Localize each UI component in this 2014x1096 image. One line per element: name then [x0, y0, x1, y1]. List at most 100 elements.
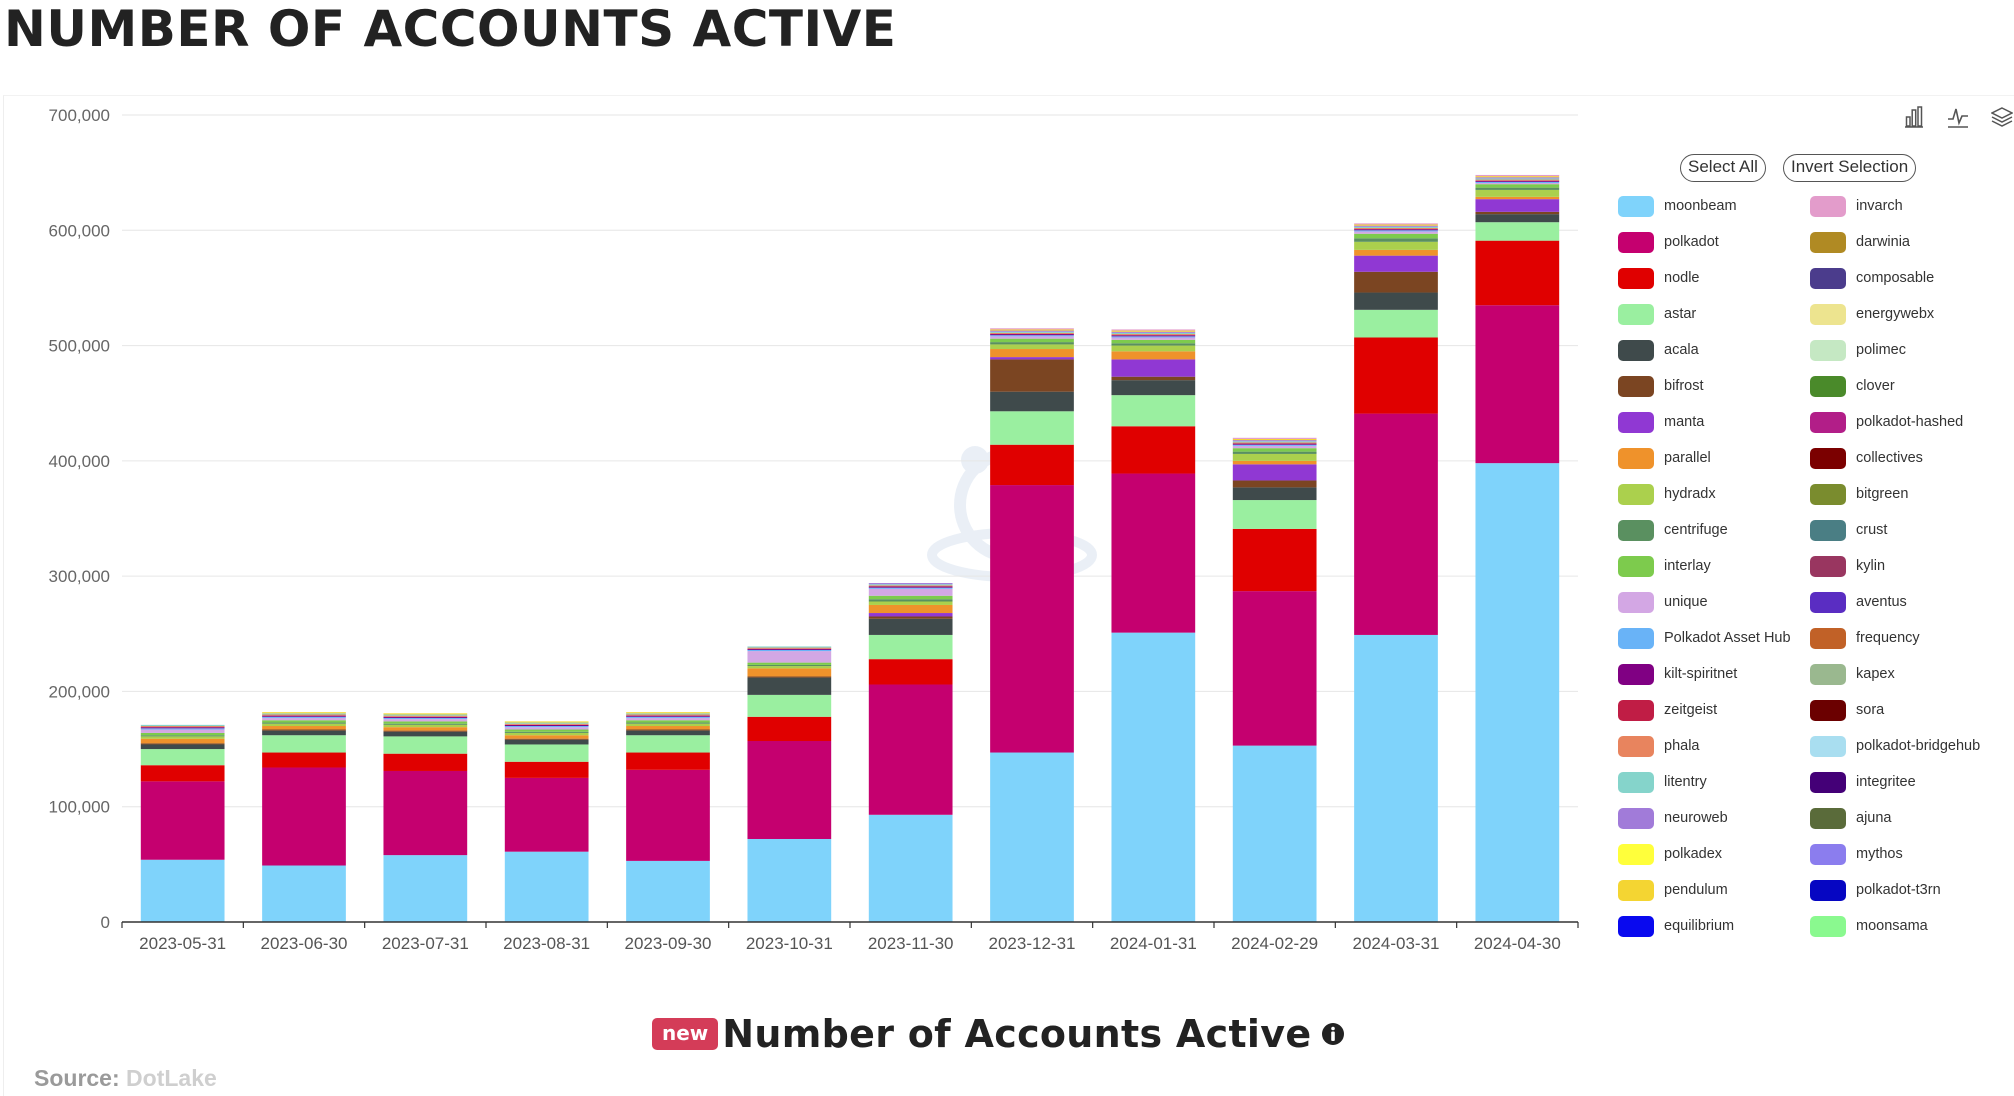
bar-segment-polkadot[interactable]	[1111, 473, 1196, 633]
bar-segment-acala[interactable]	[140, 744, 225, 750]
bar-segment-centrifuge[interactable]	[140, 735, 225, 737]
bar-segment-interlay[interactable]	[140, 732, 225, 736]
bar-segment-litentry[interactable]	[504, 722, 589, 724]
legend-item[interactable]: centrifuge	[1618, 519, 1728, 541]
bar-segment-centrifuge[interactable]	[383, 723, 468, 725]
bar-segment-kilt-spiritnet[interactable]	[140, 727, 225, 729]
bar-segment-hydradx[interactable]	[262, 723, 346, 727]
legend-item[interactable]: invarch	[1810, 195, 1903, 217]
bar-segment-polkadot-asset-hub[interactable]	[626, 716, 710, 718]
bar-segment-astar[interactable]	[990, 411, 1074, 445]
bar-segment-acala[interactable]	[747, 677, 832, 695]
bar-segment-hydradx[interactable]	[140, 736, 225, 739]
bar-segment-hydradx[interactable]	[383, 724, 468, 728]
legend-item[interactable]: bifrost	[1618, 375, 1704, 397]
bar-segment-polkadot-asset-hub[interactable]	[1475, 181, 1560, 184]
bar-segment-bifrost[interactable]	[868, 616, 953, 619]
legend-item[interactable]: zeitgeist	[1618, 699, 1717, 721]
bar-segment-nodle[interactable]	[747, 716, 832, 742]
bar-segment-neuroweb[interactable]	[868, 583, 953, 585]
bar-segment-litentry[interactable]	[990, 331, 1074, 333]
bar-segment-astar[interactable]	[140, 749, 225, 766]
bar-segment-neuroweb[interactable]	[1475, 177, 1560, 179]
bar-segment-moonbeam[interactable]	[1475, 463, 1560, 922]
bar-segment-nodle[interactable]	[140, 765, 225, 782]
bar-segment-polkadot-asset-hub[interactable]	[262, 716, 346, 718]
bar-segment-moonbeam[interactable]	[626, 860, 710, 922]
bar-segment-moonbeam[interactable]	[383, 855, 468, 922]
bar-segment-astar[interactable]	[1354, 309, 1438, 338]
bar-segment-pendulum[interactable]	[262, 712, 346, 714]
bar-segment-parallel[interactable]	[262, 726, 346, 730]
legend-item[interactable]: hydradx	[1618, 483, 1716, 505]
bar-segment-bifrost[interactable]	[747, 676, 832, 678]
legend-item[interactable]: manta	[1618, 411, 1704, 433]
bar-segment-astar[interactable]	[626, 735, 710, 753]
bar-segment-astar[interactable]	[747, 694, 832, 717]
bar-segment-invarch[interactable]	[990, 328, 1074, 330]
bar-segment-moonbeam[interactable]	[504, 851, 589, 922]
bar-segment-hydradx[interactable]	[990, 344, 1074, 350]
bar-segment-phala[interactable]	[868, 585, 953, 587]
legend-item[interactable]: unique	[1618, 591, 1708, 613]
bar-segment-nodle[interactable]	[1232, 528, 1317, 592]
legend-item[interactable]: acala	[1618, 339, 1699, 361]
bar-segment-pendulum[interactable]	[990, 329, 1074, 331]
legend-item[interactable]: polkadot	[1618, 231, 1719, 253]
bar-segment-phala[interactable]	[140, 726, 225, 728]
bar-segment-kilt-spiritnet[interactable]	[868, 586, 953, 588]
bar-segment-nodle[interactable]	[990, 444, 1074, 486]
bar-segment-kilt-spiritnet[interactable]	[1354, 229, 1438, 231]
bar-segment-manta[interactable]	[868, 613, 953, 617]
bar-segment-phala[interactable]	[747, 647, 832, 649]
bar-segment-moonbeam[interactable]	[1232, 745, 1317, 922]
bar-segment-interlay[interactable]	[504, 729, 589, 732]
bar-segment-polkadot-asset-hub[interactable]	[140, 728, 225, 730]
bar-segment-parallel[interactable]	[1354, 249, 1438, 256]
bar-segment-invarch[interactable]	[1354, 223, 1438, 225]
bar-segment-unique[interactable]	[1354, 231, 1438, 234]
bar-segment-moonbeam[interactable]	[140, 859, 225, 922]
bar-segment-kilt-spiritnet[interactable]	[626, 715, 710, 717]
bar-segment-pendulum[interactable]	[1354, 224, 1438, 226]
bar-segment-nodle[interactable]	[262, 752, 346, 768]
bar-segment-kilt-spiritnet[interactable]	[1475, 180, 1560, 182]
legend-item[interactable]: polkadex	[1618, 843, 1722, 865]
legend-item[interactable]: darwinia	[1810, 231, 1910, 253]
bar-segment-litentry[interactable]	[1111, 332, 1196, 335]
bar-segment-litentry[interactable]	[262, 713, 346, 715]
legend-item[interactable]: astar	[1618, 303, 1696, 325]
bar-segment-centrifuge[interactable]	[1232, 451, 1317, 454]
bar-segment-centrifuge[interactable]	[504, 731, 589, 733]
bar-segment-phala[interactable]	[626, 714, 710, 716]
legend-item[interactable]: phala	[1618, 735, 1699, 757]
bar-segment-unique[interactable]	[990, 336, 1074, 339]
bar-segment-bifrost[interactable]	[1232, 480, 1317, 488]
bar-segment-invarch[interactable]	[1475, 174, 1560, 177]
bar-segment-neuroweb[interactable]	[1111, 331, 1196, 333]
bar-segment-astar[interactable]	[504, 744, 589, 762]
bar-segment-phala[interactable]	[262, 714, 346, 716]
bar-segment-phala[interactable]	[990, 332, 1074, 335]
legend-item[interactable]: sora	[1810, 699, 1884, 721]
bar-segment-moonbeam[interactable]	[1111, 632, 1196, 922]
bar-segment-moonbeam[interactable]	[868, 814, 953, 922]
bar-segment-pendulum[interactable]	[1232, 438, 1317, 441]
bar-segment-interlay[interactable]	[626, 720, 710, 723]
legend-item[interactable]: ajuna	[1810, 807, 1891, 829]
bar-segment-centrifuge[interactable]	[626, 722, 710, 724]
bar-segment-parallel[interactable]	[504, 735, 589, 739]
bar-segment-polkadot[interactable]	[383, 770, 468, 856]
bar-segment-unique[interactable]	[140, 729, 225, 733]
stack-layers-icon[interactable]	[1991, 105, 2013, 129]
bar-segment-interlay[interactable]	[868, 595, 953, 600]
bar-segment-acala[interactable]	[262, 730, 346, 736]
bar-segment-hydradx[interactable]	[1111, 345, 1196, 352]
legend-item[interactable]: crust	[1810, 519, 1887, 541]
bar-segment-manta[interactable]	[1475, 199, 1560, 212]
bar-segment-invarch[interactable]	[1111, 329, 1196, 331]
bar-segment-interlay[interactable]	[990, 338, 1074, 343]
bar-segment-bifrost[interactable]	[1111, 376, 1196, 381]
bar-segment-unique[interactable]	[383, 719, 468, 722]
bar-segment-nodle[interactable]	[383, 753, 468, 771]
